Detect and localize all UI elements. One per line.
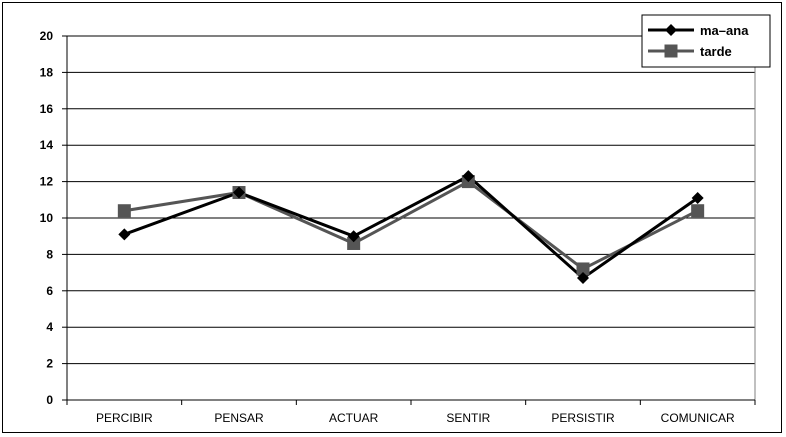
y-tick-label-4: 4 [46,320,53,334]
series-1-point-4 [576,262,590,276]
series-1-point-2 [347,236,361,250]
series-line-1 [124,180,699,271]
series-0-point-0 [118,228,131,241]
y-tick-label-2: 2 [46,357,53,371]
legend-label-0: ma–ana [700,23,749,38]
y-tick-label-6: 6 [46,284,53,298]
series-1-point-0 [117,204,131,218]
legend-marker-0 [665,24,677,36]
x-tick-label-sentir: SENTIR [446,411,490,425]
legend-box [641,14,771,68]
legend-marker-1 [664,44,678,58]
x-tick-label-actuar: ACTUAR [329,411,379,425]
y-tick-label-10: 10 [40,211,54,225]
y-tick-label-14: 14 [40,138,54,152]
x-tick-label-percibir: PERCIBIR [96,411,153,425]
y-tick-label-16: 16 [40,102,54,116]
y-tick-label-18: 18 [40,65,54,79]
legend-label-1: tarde [700,44,732,59]
x-tick-label-pensar: PENSAR [214,411,264,425]
series-0-point-5 [691,191,704,204]
series-0-point-4 [577,272,589,285]
y-tick-label-8: 8 [46,247,53,261]
y-tick-label-20: 20 [40,29,54,43]
x-tick-label-comunicar: COMUNICAR [661,411,735,425]
series-1-point-5 [691,204,705,218]
series-0-point-3 [462,170,475,183]
x-tick-label-persistir: PERSISTIR [551,411,615,425]
series-0-point-2 [347,230,360,243]
y-tick-label-12: 12 [40,175,54,189]
y-tick-label-0: 0 [46,393,53,407]
series-line-0 [123,174,699,280]
series-0-point-1 [233,186,245,199]
